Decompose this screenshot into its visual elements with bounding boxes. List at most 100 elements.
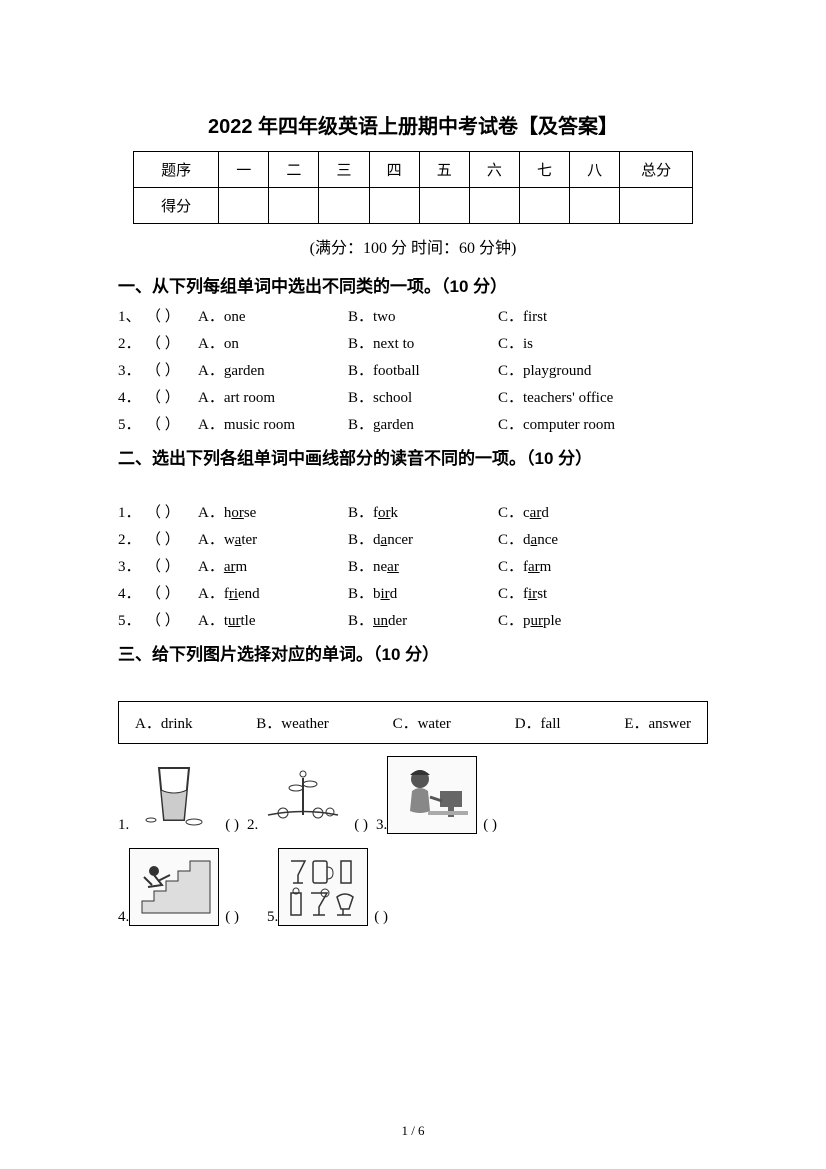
table-row: 得分 xyxy=(134,188,693,224)
table-row: 题序 一 二 三 四 五 六 七 八 总分 xyxy=(134,152,693,188)
section2-list: 1．（ ）A．horseB．forkC．card2．（ ）A．waterB．da… xyxy=(118,501,708,630)
option-c: C．teachers' office xyxy=(498,386,698,407)
cell: 四 xyxy=(369,152,419,188)
option-c: C．playground xyxy=(498,359,698,380)
picture-person-phone-icon xyxy=(387,756,477,834)
cell: 题序 xyxy=(134,152,219,188)
section3-heading: 三、给下列图片选择对应的单词。（10 分） xyxy=(118,640,708,665)
picture-row-1: 1. ( ) 2. ( xyxy=(118,756,708,834)
cell: 五 xyxy=(419,152,469,188)
option-c: C．farm xyxy=(498,555,698,576)
word-bank-item: E．answer xyxy=(624,712,691,733)
cell: 得分 xyxy=(134,188,219,224)
option-a: A．one xyxy=(198,305,348,326)
option-b: B．fork xyxy=(348,501,498,522)
score-table: 题序 一 二 三 四 五 六 七 八 总分 得分 xyxy=(133,151,693,224)
question-number: 5. xyxy=(267,909,278,926)
section1-heading: 一、从下列每组单词中选出不同类的一项。（10 分） xyxy=(118,272,708,297)
answer-blank: （ ） xyxy=(146,413,198,434)
question-row: 1．（ ）A．horseB．forkC．card xyxy=(118,501,708,522)
option-c: C．card xyxy=(498,501,698,522)
option-c: C．purple xyxy=(498,609,698,630)
cell: 总分 xyxy=(620,152,693,188)
question-number: 1. xyxy=(118,817,129,834)
page-footer: 1 / 6 xyxy=(0,1123,826,1139)
question-number: 5． xyxy=(118,609,146,630)
option-a: A．water xyxy=(198,528,348,549)
cell: 二 xyxy=(269,152,319,188)
answer-blank: ( ) xyxy=(477,817,497,834)
cell xyxy=(519,188,569,224)
answer-blank: （ ） xyxy=(146,359,198,380)
cell: 七 xyxy=(519,152,569,188)
answer-blank: （ ） xyxy=(146,609,198,630)
question-number: 1． xyxy=(118,501,146,522)
question-number: 4． xyxy=(118,386,146,407)
picture-glass-icon xyxy=(129,756,219,834)
answer-blank: （ ） xyxy=(146,555,198,576)
cell: 八 xyxy=(570,152,620,188)
answer-blank: （ ） xyxy=(146,386,198,407)
option-a: A．arm xyxy=(198,555,348,576)
answer-blank: ( ) xyxy=(348,817,368,834)
question-number: 4． xyxy=(118,582,146,603)
option-b: B．next to xyxy=(348,332,498,353)
word-bank-item: A．drink xyxy=(135,712,193,733)
option-b: B．football xyxy=(348,359,498,380)
answer-blank: ( ) xyxy=(219,909,239,926)
option-a: A．music room xyxy=(198,413,348,434)
question-row: 3．（ ）A．gardenB．footballC．playground xyxy=(118,359,708,380)
question-row: 2．（ ）A．waterB．dancerC．dance xyxy=(118,528,708,549)
exam-meta: (满分：100 分 时间：60 分钟) xyxy=(118,234,708,258)
option-a: A．garden xyxy=(198,359,348,380)
cell: 三 xyxy=(319,152,369,188)
question-number: 3． xyxy=(118,359,146,380)
picture-plant-icon xyxy=(258,756,348,834)
option-c: C．first xyxy=(498,582,698,603)
option-b: B．school xyxy=(348,386,498,407)
word-bank-box: A．drink B．weather C．water D．fall E．answe… xyxy=(118,701,708,744)
cell xyxy=(269,188,319,224)
option-a: A．friend xyxy=(198,582,348,603)
word-bank-item: D．fall xyxy=(515,712,561,733)
option-c: C．first xyxy=(498,305,698,326)
cell: 六 xyxy=(469,152,519,188)
option-c: C．computer room xyxy=(498,413,698,434)
cell xyxy=(419,188,469,224)
answer-blank: ( ) xyxy=(368,909,388,926)
section1-list: 1、（ ）A．oneB．twoC．first 2．（ ）A．onB．next to… xyxy=(118,305,708,434)
question-row: 2．（ ）A．onB．next toC．is xyxy=(118,332,708,353)
question-row: 5．（ ）A．music roomB．gardenC．computer room xyxy=(118,413,708,434)
cell xyxy=(319,188,369,224)
question-row: 3．（ ）A．armB．nearC．farm xyxy=(118,555,708,576)
question-row: 1、（ ）A．oneB．twoC．first xyxy=(118,305,708,326)
picture-drinks-grid-icon xyxy=(278,848,368,926)
option-b: B．garden xyxy=(348,413,498,434)
answer-blank: （ ） xyxy=(146,528,198,549)
section2-heading: 二、选出下列各组单词中画线部分的读音不同的一项。（10 分） xyxy=(118,444,708,469)
question-row: 4．（ ）A．art roomB．schoolC．teachers' offic… xyxy=(118,386,708,407)
question-number: 3. xyxy=(376,817,387,834)
cell xyxy=(219,188,269,224)
question-number: 1、 xyxy=(118,305,146,326)
answer-blank: （ ） xyxy=(146,305,198,326)
question-row: 5．（ ）A．turtleB．underC．purple xyxy=(118,609,708,630)
answer-blank: （ ） xyxy=(146,582,198,603)
cell: 一 xyxy=(219,152,269,188)
word-bank-item: C．water xyxy=(393,712,451,733)
answer-blank: （ ） xyxy=(146,332,198,353)
question-number: 2． xyxy=(118,332,146,353)
question-number: 5． xyxy=(118,413,146,434)
option-b: B．dancer xyxy=(348,528,498,549)
question-number: 4. xyxy=(118,909,129,926)
option-c: C．is xyxy=(498,332,698,353)
option-b: B．under xyxy=(348,609,498,630)
picture-fall-stairs-icon xyxy=(129,848,219,926)
answer-blank: ( ) xyxy=(219,817,239,834)
question-number: 3． xyxy=(118,555,146,576)
answer-blank: （ ） xyxy=(146,501,198,522)
picture-row-2: 4. ( ) 5. ( xyxy=(118,848,708,926)
cell xyxy=(620,188,693,224)
question-number: 2． xyxy=(118,528,146,549)
word-bank-item: B．weather xyxy=(256,712,328,733)
